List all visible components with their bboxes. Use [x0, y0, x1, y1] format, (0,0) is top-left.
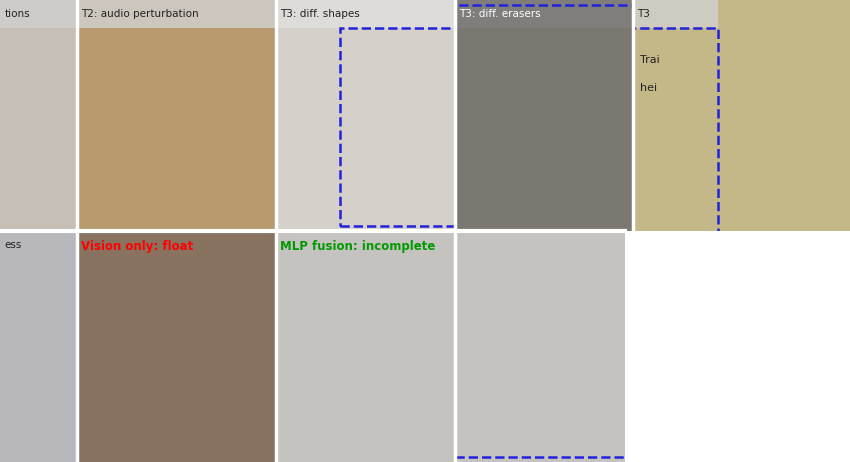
- Text: tions: tions: [4, 9, 30, 19]
- Text: 40%: 40%: [722, 389, 744, 399]
- Text: 85%: 85%: [645, 341, 666, 351]
- Text: Trai: Trai: [640, 55, 660, 66]
- Text: hei: hei: [640, 83, 657, 93]
- Text: ess: ess: [4, 240, 21, 250]
- Text: T3: diff. shapes: T3: diff. shapes: [280, 9, 360, 19]
- Text: Vision only: float: Vision only: float: [81, 240, 193, 253]
- Bar: [789, 362, 831, 437]
- Bar: [635, 256, 677, 437]
- Text: 35%: 35%: [800, 395, 821, 404]
- Text: MLP fusion: incomplete: MLP fusion: incomplete: [280, 240, 436, 253]
- Text: T3: diff. erasers: T3: diff. erasers: [459, 9, 541, 19]
- Text: T2: audio perturbation: T2: audio perturbation: [81, 9, 198, 19]
- Text: T3: T3: [638, 9, 650, 19]
- Y-axis label: Rollout Success Rate (/20): Rollout Success Rate (/20): [584, 271, 592, 389]
- Bar: [711, 352, 755, 437]
